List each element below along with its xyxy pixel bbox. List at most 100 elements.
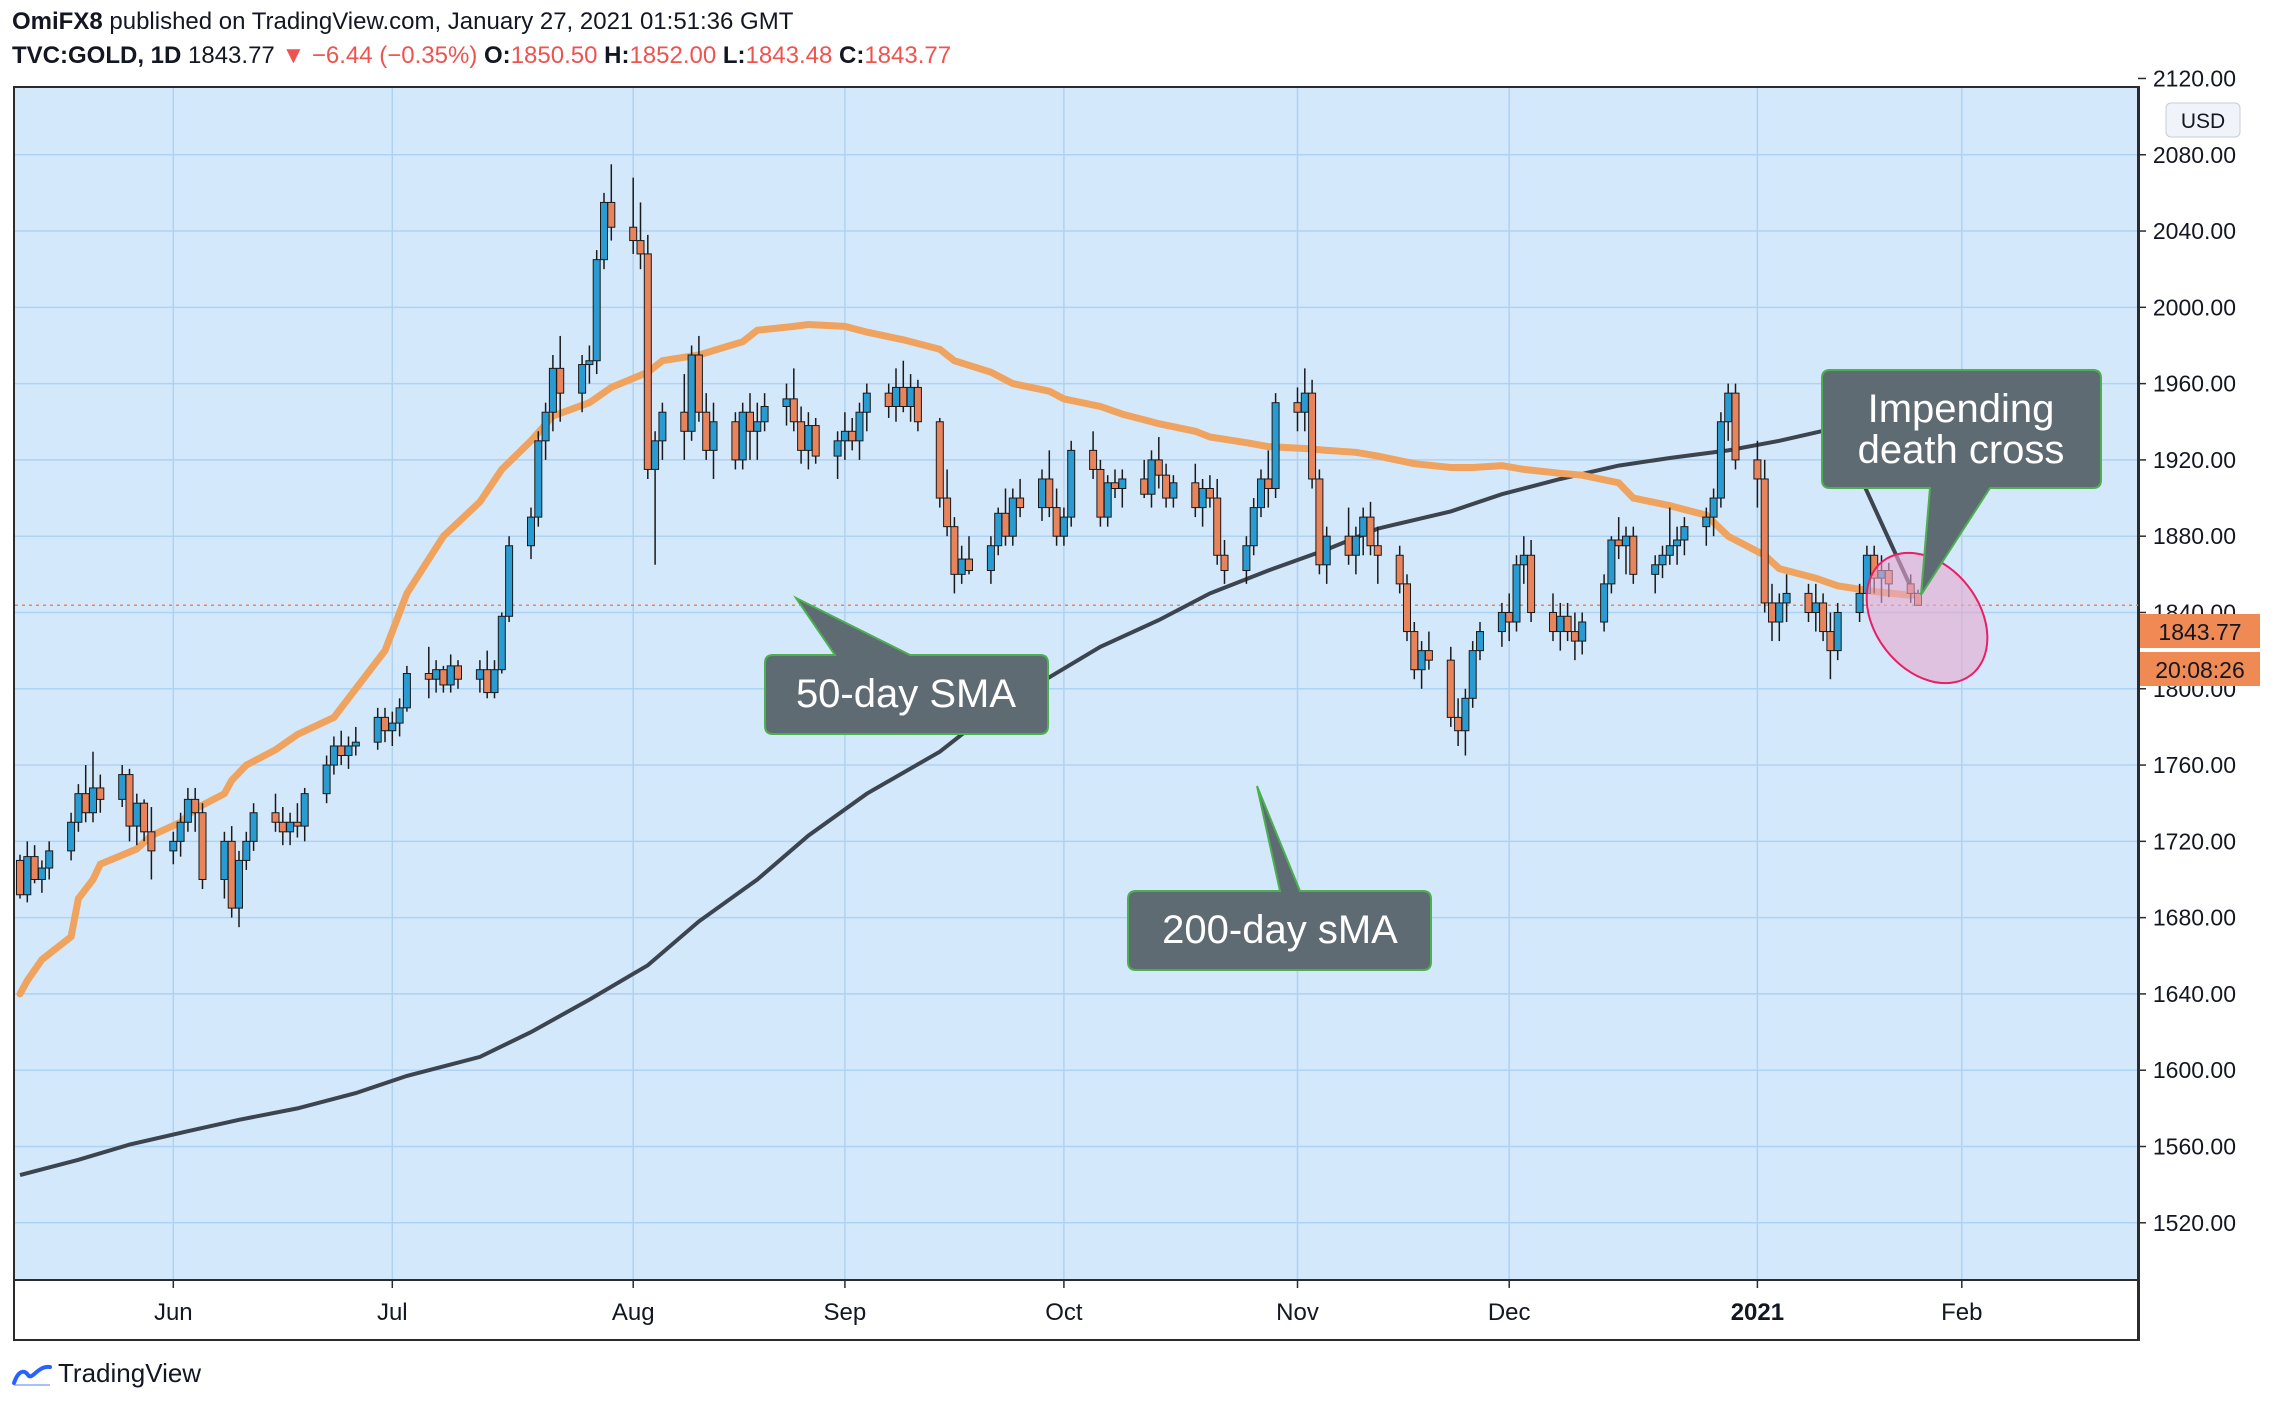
- candle[interactable]: [1205, 475, 1214, 508]
- candle[interactable]: [636, 202, 645, 270]
- candle[interactable]: [738, 402, 747, 470]
- candle[interactable]: [811, 417, 820, 464]
- candle[interactable]: [986, 536, 995, 584]
- tradingview-brand[interactable]: TradingView: [12, 1358, 201, 1389]
- candle[interactable]: [1629, 526, 1638, 584]
- candle[interactable]: [1008, 488, 1017, 546]
- candle[interactable]: [1855, 583, 1864, 623]
- candle[interactable]: [1315, 469, 1324, 575]
- candle[interactable]: [96, 774, 105, 813]
- currency-badge[interactable]: USD: [2165, 102, 2241, 138]
- candle[interactable]: [1476, 622, 1484, 661]
- candle[interactable]: [169, 831, 178, 865]
- candle[interactable]: [37, 860, 46, 893]
- candle[interactable]: [286, 812, 295, 846]
- candle[interactable]: [249, 803, 258, 851]
- candle[interactable]: [1446, 646, 1455, 727]
- candle[interactable]: [1760, 459, 1769, 613]
- candle[interactable]: [629, 177, 638, 254]
- candles[interactable]: [16, 164, 1922, 928]
- candle[interactable]: [1059, 507, 1068, 546]
- candle[interactable]: [1096, 459, 1105, 527]
- candle[interactable]: [1468, 641, 1477, 708]
- candle[interactable]: [527, 507, 535, 560]
- candle[interactable]: [1154, 437, 1163, 489]
- candle[interactable]: [534, 431, 543, 527]
- candle[interactable]: [454, 660, 462, 689]
- candle[interactable]: [1147, 450, 1156, 508]
- candle[interactable]: [1045, 450, 1054, 518]
- candle[interactable]: [1424, 631, 1433, 670]
- symbol-name[interactable]: TVC:GOLD, 1D: [12, 42, 182, 69]
- candle[interactable]: [556, 335, 565, 422]
- candle[interactable]: [950, 517, 959, 594]
- candle[interactable]: [592, 250, 601, 375]
- candle[interactable]: [45, 841, 54, 880]
- candle[interactable]: [1257, 469, 1265, 518]
- candle[interactable]: [147, 807, 156, 880]
- candle[interactable]: [1775, 593, 1784, 642]
- candle[interactable]: [388, 711, 397, 746]
- candle[interactable]: [1578, 612, 1587, 655]
- candle[interactable]: [89, 751, 97, 823]
- candle[interactable]: [1782, 574, 1791, 623]
- candle[interactable]: [505, 536, 514, 623]
- candle[interactable]: [1366, 501, 1375, 556]
- candle[interactable]: [1673, 526, 1682, 565]
- candle[interactable]: [687, 345, 696, 441]
- candle[interactable]: [643, 234, 652, 479]
- candle[interactable]: [541, 402, 550, 460]
- candle[interactable]: [490, 660, 499, 699]
- candle[interactable]: [935, 417, 944, 508]
- candle[interactable]: [271, 793, 280, 832]
- candle[interactable]: [16, 854, 24, 899]
- candle[interactable]: [1016, 478, 1025, 518]
- candle[interactable]: [300, 787, 309, 842]
- candle[interactable]: [1819, 593, 1828, 642]
- candle[interactable]: [1403, 574, 1411, 642]
- candle[interactable]: [1395, 545, 1404, 594]
- candle[interactable]: [235, 850, 243, 928]
- candle[interactable]: [1220, 540, 1229, 584]
- candle[interactable]: [833, 431, 842, 479]
- candle[interactable]: [1213, 478, 1222, 565]
- candle[interactable]: [497, 612, 506, 674]
- candle[interactable]: [913, 379, 922, 432]
- candle[interactable]: [855, 402, 864, 460]
- price-axis[interactable]: 2120.00 2080.00 2040.00 2000.00 1960.00 1920.…: [2138, 65, 2236, 1236]
- candle[interactable]: [1271, 393, 1280, 499]
- candle[interactable]: [651, 431, 660, 565]
- candle[interactable]: [1242, 536, 1251, 584]
- candle[interactable]: [176, 812, 185, 857]
- candle[interactable]: [1527, 540, 1536, 623]
- candle[interactable]: [1651, 555, 1660, 594]
- candle[interactable]: [1512, 555, 1521, 632]
- candle[interactable]: [862, 383, 871, 432]
- author-name[interactable]: OmiFX8: [12, 8, 103, 35]
- candle[interactable]: [1716, 412, 1725, 508]
- candle[interactable]: [753, 402, 762, 460]
- candle[interactable]: [125, 768, 134, 842]
- candle[interactable]: [709, 402, 718, 479]
- candle[interactable]: [1373, 526, 1382, 584]
- candle[interactable]: [1680, 517, 1689, 556]
- candle[interactable]: [395, 698, 404, 737]
- candle[interactable]: [1089, 431, 1098, 479]
- plot-area[interactable]: [15, 88, 2137, 1280]
- candle[interactable]: [1322, 526, 1331, 584]
- candle[interactable]: [198, 803, 207, 890]
- candle[interactable]: [322, 755, 331, 804]
- candle[interactable]: [402, 665, 411, 712]
- candle[interactable]: [1702, 507, 1711, 546]
- candle[interactable]: [1249, 498, 1258, 556]
- candle[interactable]: [1607, 536, 1616, 594]
- candle[interactable]: [1658, 545, 1667, 579]
- candle[interactable]: [351, 726, 360, 756]
- candle[interactable]: [1308, 379, 1317, 489]
- candle[interactable]: [344, 736, 353, 769]
- candle[interactable]: [585, 345, 594, 384]
- candle[interactable]: [658, 402, 667, 460]
- candle[interactable]: [943, 469, 952, 537]
- candle[interactable]: [242, 831, 251, 870]
